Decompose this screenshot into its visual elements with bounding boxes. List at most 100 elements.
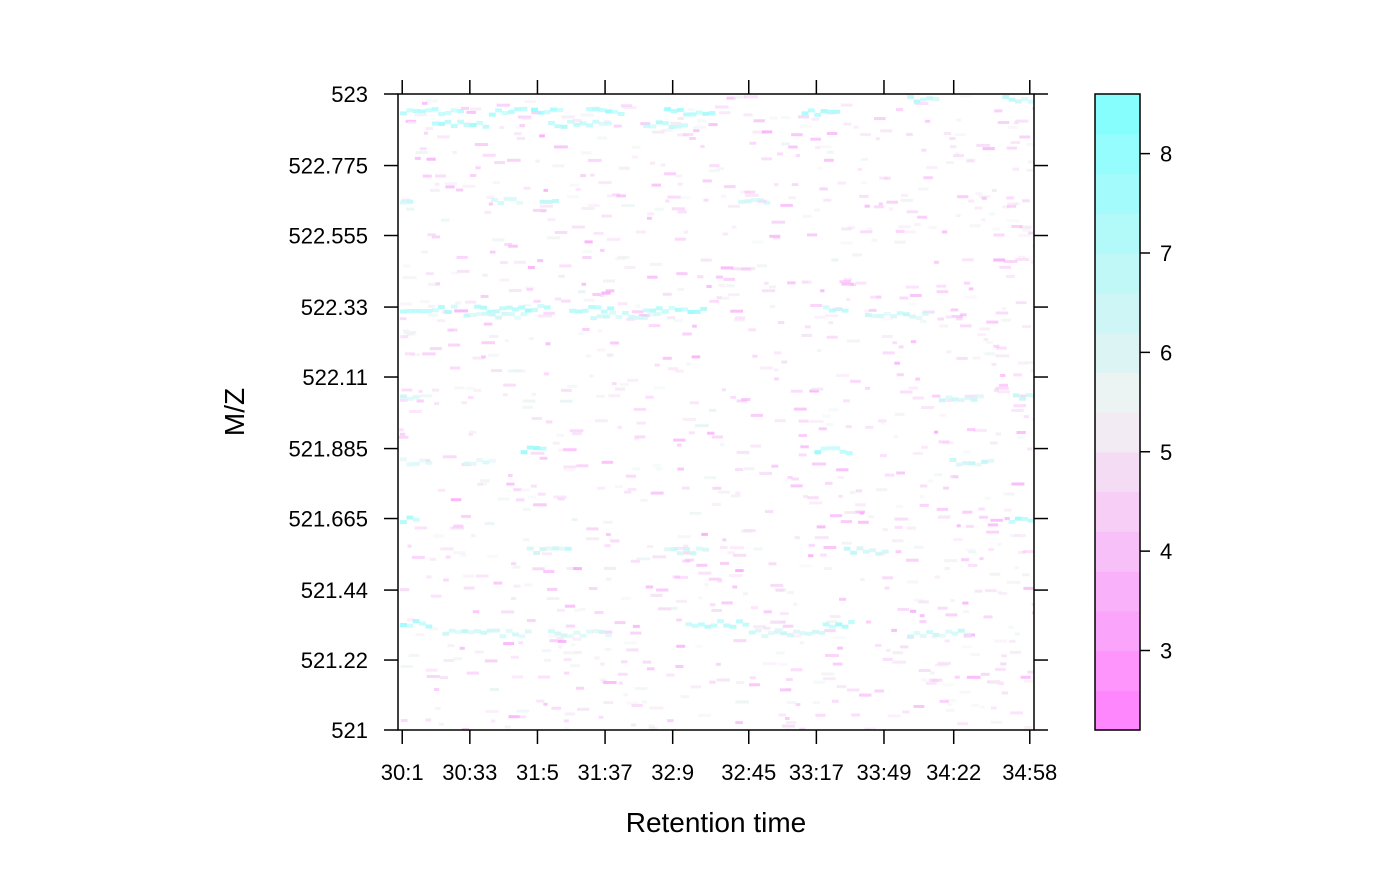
heatmap-band-cell [419,109,426,114]
heatmap-speckle [563,448,577,452]
heatmap-speckle [506,482,515,486]
heatmap-speckle [957,195,969,199]
heatmap-speckle [572,637,582,641]
heatmap-speckle [471,534,476,538]
heatmap-speckle [807,233,818,237]
heatmap-speckle [715,275,723,279]
heatmap-speckle [914,222,921,226]
heatmap-speckle [692,125,706,129]
heatmap-speckle [675,665,684,668]
heatmap-band-cell [801,111,809,116]
heatmap-speckle [781,116,790,119]
heatmap-speckle [926,166,938,170]
heatmap-band-cell [689,551,697,556]
heatmap-speckle [1022,325,1031,328]
heatmap-speckle [654,207,664,211]
heatmap-speckle [1010,141,1021,144]
heatmap-speckle [523,186,531,190]
heatmap-speckle [824,158,834,162]
heatmap-speckle [677,117,685,120]
heatmap-speckle [939,514,951,518]
heatmap-speckle [798,453,807,457]
heatmap-speckle [956,524,961,528]
heatmap-speckle [399,428,404,432]
heatmap-band-cell [617,112,625,116]
heatmap-speckle [1027,447,1032,451]
heatmap-speckle [995,311,1009,315]
heatmap-speckle [933,260,940,264]
heatmap-speckle [415,633,425,637]
heatmap-band-cell [469,123,477,127]
heatmap-speckle [677,196,692,200]
heatmap-speckle [951,315,963,318]
heatmap-speckle [989,572,1001,576]
heatmap-speckle [753,119,765,123]
heatmap-speckle [657,607,672,611]
heatmap-speckle [970,653,980,656]
heatmap-band-cell [774,629,781,634]
heatmap-speckle [437,488,446,492]
heatmap-speckle [1001,318,1011,322]
x-tick-label: 34:22 [926,760,981,785]
heatmap-speckle [597,136,608,140]
colorbar-step [1095,610,1140,652]
heatmap-speckle [998,592,1008,595]
heatmap-speckle [580,174,586,178]
heatmap-speckle [776,152,784,156]
heatmap-speckle [617,255,630,259]
heatmap-speckle [843,122,852,126]
heatmap-speckle [647,275,658,279]
heatmap-band-cell [567,119,574,124]
heatmap-speckle [938,440,950,444]
heatmap-speckle [404,352,415,356]
heatmap-speckle [546,597,560,601]
heatmap-band-cell [1031,393,1034,398]
heatmap-speckle [888,207,894,211]
heatmap-band-cell [520,450,528,455]
heatmap-speckle [526,287,533,291]
heatmap-speckle [718,111,731,115]
heatmap-speckle [552,441,560,445]
heatmap-speckle [977,333,987,337]
heatmap-band-cell [400,394,407,399]
heatmap-speckle [711,503,721,506]
heatmap-speckle [411,555,425,559]
heatmap-band-cell [486,309,494,314]
heatmap-speckle [452,151,457,154]
heatmap-speckle [1017,435,1025,439]
heatmap-speckle [871,238,878,242]
heatmap-speckle [815,146,821,149]
heatmap-speckle [785,717,790,720]
colorbar-step [1095,491,1140,532]
heatmap-speckle [523,303,532,307]
heatmap-speckle [950,475,959,479]
heatmap-speckle [943,132,952,135]
heatmap-speckle [866,620,872,624]
heatmap-band-cell [552,546,559,551]
heatmap-speckle [450,366,461,370]
heatmap-speckle [880,317,894,321]
heatmap-band-cell [594,305,602,310]
heatmap-speckle [735,468,744,472]
heatmap-speckle [860,158,868,161]
heatmap-speckle [533,299,541,303]
heatmap-band-cell [1021,517,1029,521]
heatmap-speckle [661,128,673,132]
heatmap-speckle [1031,602,1034,606]
heatmap-band-cell [457,109,464,113]
heatmap-speckle [825,314,839,318]
heatmap-band-cell [1019,396,1026,401]
heatmap-band-cell [676,551,684,556]
heatmap-band-cell [455,630,462,635]
heatmap-band-cell [499,634,507,639]
heatmap-band-cell [586,123,593,128]
heatmap-speckle [605,533,611,536]
heatmap-speckle [693,129,700,133]
heatmap-speckle [759,472,772,475]
heatmap-speckle [499,126,505,129]
heatmap-band-cell [444,111,452,115]
heatmap-band-cell [450,304,458,309]
heatmap-speckle [579,607,586,611]
heatmap-speckle [966,675,981,679]
